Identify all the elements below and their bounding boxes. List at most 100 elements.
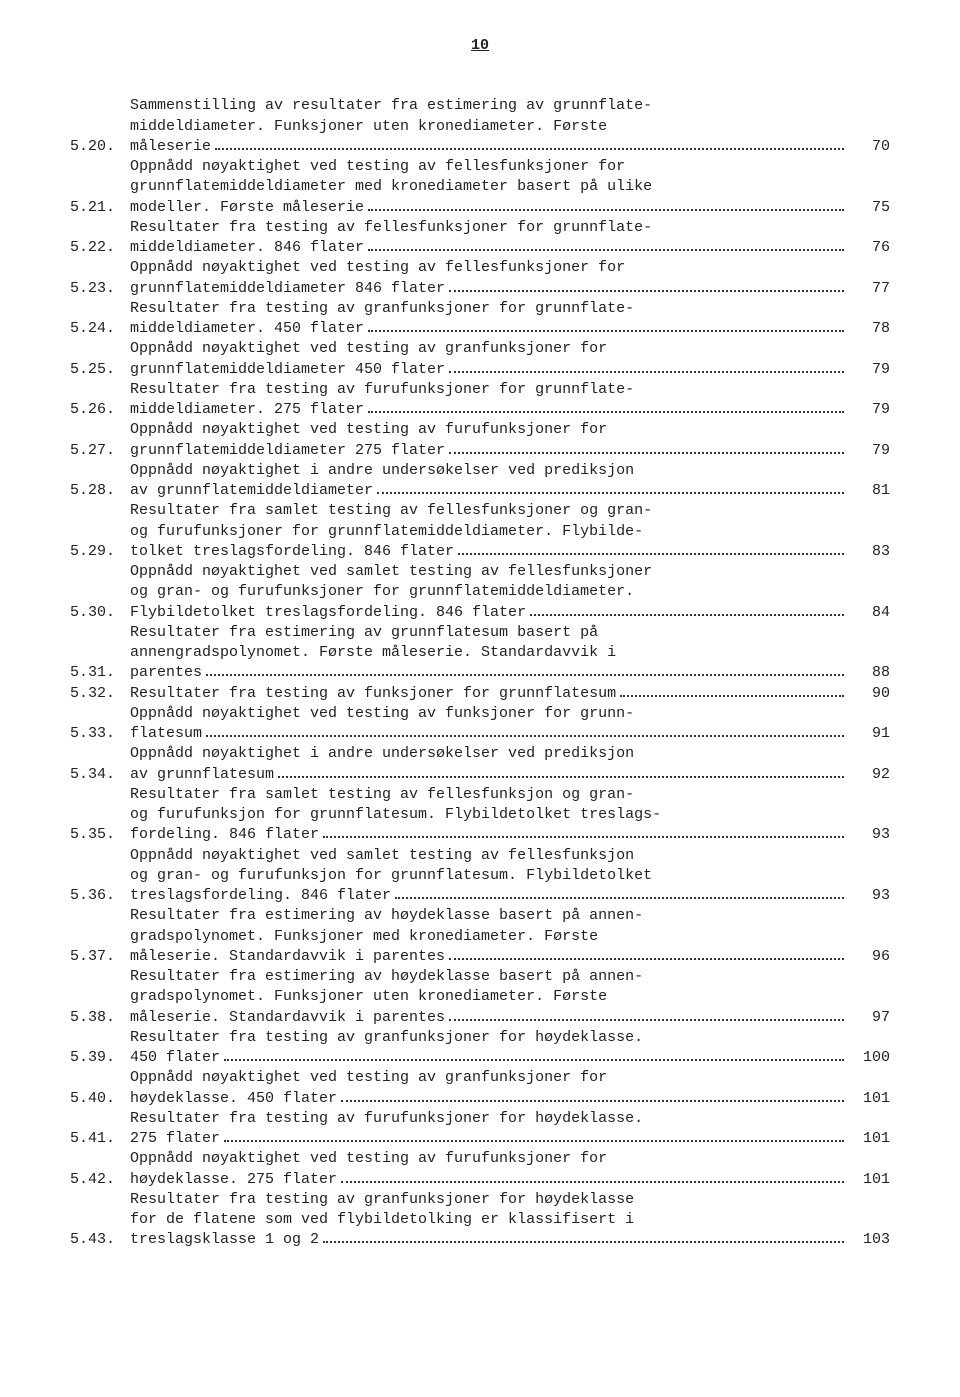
dot-leader: [215, 137, 844, 150]
toc-entry-line: grunnflatemiddeldiameter 275 flater79: [130, 441, 890, 461]
dot-leader: [368, 239, 844, 252]
toc-entry-line: Resultater fra testing av furufunksjoner…: [130, 380, 890, 400]
toc-entry: 5.21. Oppnådd nøyaktighet ved testing av …: [70, 157, 890, 218]
toc-entry-text: Resultater fra estimering av høydeklasse…: [130, 967, 643, 987]
toc-entry-body: Oppnådd nøyaktighet ved testing av granf…: [130, 1068, 890, 1109]
dot-leader: [449, 360, 844, 373]
toc-entry-page: 101: [850, 1089, 890, 1109]
toc-entry-body: Resultater fra estimering av høydeklasse…: [130, 906, 890, 967]
toc-entry: 5.36.Oppnådd nøyaktighet ved samlet test…: [70, 846, 890, 907]
toc-entry-line: Oppnådd nøyaktighet i andre undersøkelse…: [130, 744, 890, 764]
toc-entry: 5.23.Oppnådd nøyaktighet ved testing av …: [70, 258, 890, 299]
toc-entry: 5.40.Oppnådd nøyaktighet ved testing av …: [70, 1068, 890, 1109]
toc-entry-text: og gran- og furufunksjoner for grunnflat…: [130, 582, 634, 602]
toc-entry-text: Oppnådd nøyaktighet ved testing av granf…: [130, 1068, 607, 1088]
toc-entry-line: middeldiameter. 275 flater79: [130, 400, 890, 420]
toc-entry-line: parentes88: [130, 663, 890, 683]
toc-entry-text: grunnflatemiddeldiameter med kronediamet…: [130, 177, 652, 197]
toc-entry-line: Resultater fra testing av granfunksjoner…: [130, 1190, 890, 1210]
toc-entry-body: Resultater fra samlet testing av fellesf…: [130, 501, 890, 562]
toc-entry-text: for de flatene som ved flybildetolking e…: [130, 1210, 634, 1230]
toc-entry-page: 78: [850, 319, 890, 339]
toc-entry-text: Sammenstilling av resultater fra estimer…: [130, 96, 652, 116]
dot-leader: [449, 279, 844, 292]
toc-entry-text: Oppnådd nøyaktighet ved samlet testing a…: [130, 562, 652, 582]
toc-entry-page: 101: [850, 1170, 890, 1190]
toc-entry-line: høydeklasse. 275 flater 101: [130, 1170, 890, 1190]
dot-leader: [368, 401, 844, 414]
page-number: 10: [70, 36, 890, 56]
toc-entry-line: og furufunksjoner for grunnflatemiddeldi…: [130, 522, 890, 542]
dot-leader: [458, 542, 844, 555]
toc-entry-text: måleserie. Standardavvik i parentes: [130, 947, 445, 967]
toc-entry-body: Resultater fra testing av furufunksjoner…: [130, 380, 890, 421]
toc-entry-page: 93: [850, 825, 890, 845]
toc-entry-number: 5.20.: [70, 137, 130, 157]
toc-entry-page: 90: [850, 684, 890, 704]
toc-entry-number: 5.33.: [70, 724, 130, 744]
toc-entry-number: 5.29.: [70, 542, 130, 562]
toc-entry-text: Oppnådd nøyaktighet ved testing av felle…: [130, 258, 625, 278]
toc-entry-body: Resultater fra testing av furufunksjoner…: [130, 1109, 890, 1150]
toc-entry-line: treslagsfordeling. 846 flater93: [130, 886, 890, 906]
toc-entry-line: Oppnådd nøyaktighet ved testing av felle…: [130, 258, 890, 278]
toc-entry-text: middeldiameter. 450 flater: [130, 319, 364, 339]
toc-entry-text: høydeklasse. 275 flater: [130, 1170, 337, 1190]
toc-entry-page: 96: [850, 947, 890, 967]
toc-entry-page: 75: [850, 198, 890, 218]
toc-entry-text: Oppnådd nøyaktighet ved testing av furuf…: [130, 1149, 607, 1169]
toc-entry-text: Resultater fra estimering av høydeklasse…: [130, 906, 643, 926]
toc-entry-line: grunnflatemiddeldiameter 450 flater79: [130, 360, 890, 380]
toc-entry-page: 77: [850, 279, 890, 299]
toc-entry-body: Resultater fra testing av funksjoner for…: [130, 684, 890, 704]
toc-entry-number: 5.40.: [70, 1089, 130, 1109]
toc-entry-body: Oppnådd nøyaktighet ved testing av granf…: [130, 339, 890, 380]
dot-leader: [278, 765, 844, 778]
dot-leader: [206, 664, 844, 677]
toc-entry-text: Resultater fra testing av funksjoner for…: [130, 684, 616, 704]
toc-entry-line: 450 flater100: [130, 1048, 890, 1068]
toc-entry-line: fordeling. 846 flater 93: [130, 825, 890, 845]
toc-entry-page: 84: [850, 603, 890, 623]
toc-entry-body: Oppnådd nøyaktighet ved testing av felle…: [130, 258, 890, 299]
toc-entry-line: Resultater fra testing av furufunksjoner…: [130, 1109, 890, 1129]
toc-entry-page: 97: [850, 1008, 890, 1028]
toc-entry-page: 93: [850, 886, 890, 906]
toc-entry-line: middeldiameter. Funksjoner uten kronedia…: [130, 117, 890, 137]
toc-entry-page: 91: [850, 724, 890, 744]
toc-entry: 5.32.Resultater fra testing av funksjone…: [70, 684, 890, 704]
toc-entry-line: middeldiameter. 846 flater76: [130, 238, 890, 258]
toc-entry-text: middeldiameter. 275 flater: [130, 400, 364, 420]
toc-entry: 5.37.Resultater fra estimering av høydek…: [70, 906, 890, 967]
toc-entry: 5.43.Resultater fra testing av granfunks…: [70, 1190, 890, 1251]
toc-entry-text: høydeklasse. 450 flater: [130, 1089, 337, 1109]
toc-entry-number: 5.32.: [70, 684, 130, 704]
toc-entry-line: Resultater fra testing av granfunksjoner…: [130, 1028, 890, 1048]
toc-entry-line: og gran- og furufunksjon for grunnflates…: [130, 866, 890, 886]
toc-entry-number: 5.30.: [70, 603, 130, 623]
toc-entry-text: modeller. Første måleserie: [130, 198, 364, 218]
toc-entry-number: 5.21.: [70, 198, 130, 218]
toc-entry-text: fordeling. 846 flater: [130, 825, 319, 845]
toc-entry-number: 5.41.: [70, 1129, 130, 1149]
toc-entry-text: treslagsklasse 1 og 2: [130, 1230, 319, 1250]
toc-entry-body: Sammenstilling av resultater fra estimer…: [130, 96, 890, 157]
toc-entry-line: treslagsklasse 1 og 2103: [130, 1230, 890, 1250]
dot-leader: [368, 198, 844, 211]
dot-leader: [341, 1089, 844, 1102]
toc-entry-line: måleserie70: [130, 137, 890, 157]
dot-leader: [449, 441, 844, 454]
toc-entry-line: middeldiameter. 450 flater 78: [130, 319, 890, 339]
toc-entry-text: 450 flater: [130, 1048, 220, 1068]
toc-entry-line: Oppnådd nøyaktighet i andre undersøkelse…: [130, 461, 890, 481]
toc-entry-line: Flybildetolket treslagsfordeling. 846 fl…: [130, 603, 890, 623]
dot-leader: [449, 1008, 844, 1021]
toc-entry-text: gradspolynomet. Funksjoner med kronediam…: [130, 927, 598, 947]
toc-entry-number: 5.27.: [70, 441, 130, 461]
toc-entry: 5.24.Resultater fra testing av granfunks…: [70, 299, 890, 340]
dot-leader: [620, 684, 844, 697]
toc-entry-line: Oppnådd nøyaktighet ved testing av felle…: [130, 157, 890, 177]
toc-entry-body: Resultater fra estimering av grunnflates…: [130, 623, 890, 684]
toc-entry-line: Resultater fra samlet testing av fellesf…: [130, 785, 890, 805]
toc-entry-number: 5.28.: [70, 481, 130, 501]
